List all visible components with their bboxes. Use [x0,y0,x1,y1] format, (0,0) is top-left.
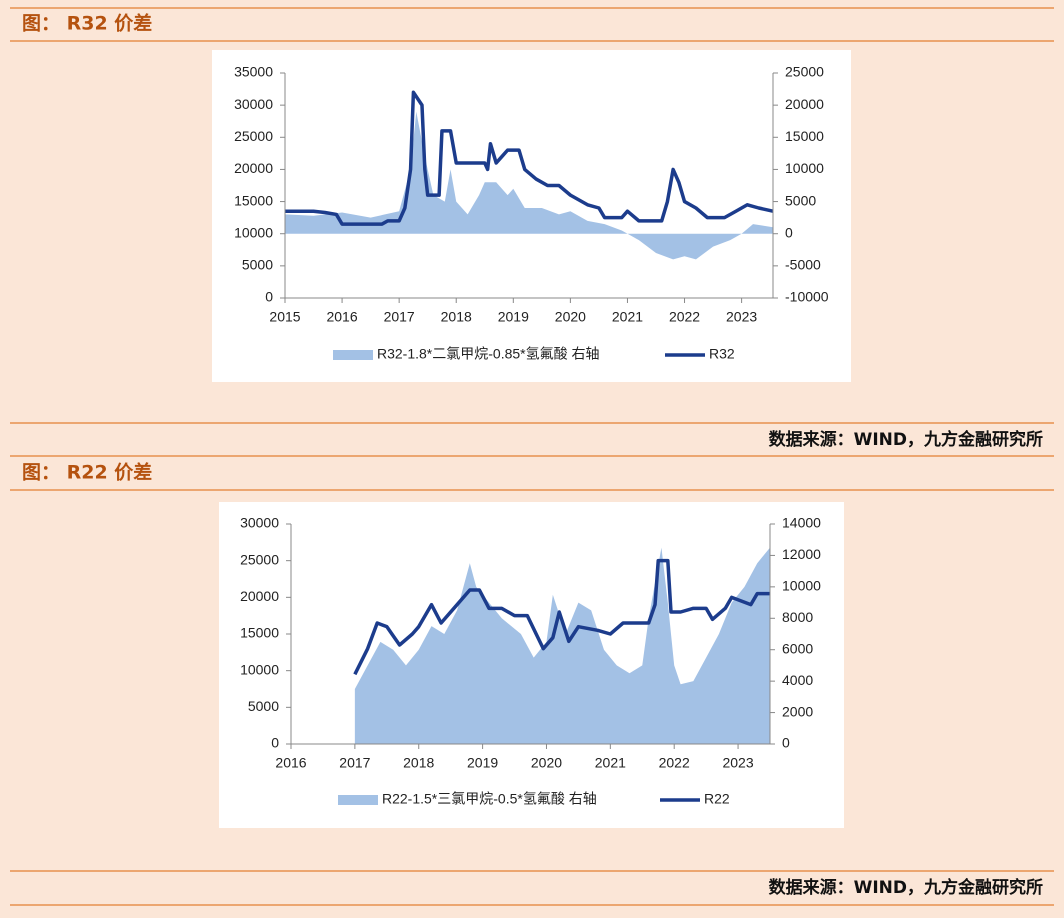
y-tick-label: 30000 [240,515,279,531]
x-tick-label: 2018 [441,309,472,325]
source: 数据来源：WIND，九方金融研究所 [769,877,1043,898]
legend-label: R32 [709,346,735,362]
y-tick-label: 5000 [242,257,273,273]
figure-caption: 图： R22 价差 [22,461,152,484]
y2-tick-label: -5000 [785,257,821,273]
y2-tick-label: 0 [782,735,790,751]
y2-tick-label: 10000 [785,160,824,176]
y2-tick-label: 5000 [785,192,816,208]
x-tick-label: 2016 [275,755,306,771]
figure-caption: 图： R32 价差 [22,12,152,35]
legend-label: R22 [704,791,730,807]
y-tick-label: 35000 [234,64,273,80]
x-tick-label: 2017 [384,309,415,325]
y2-tick-label: 8000 [782,609,813,625]
y-tick-label: 5000 [248,698,279,714]
legend-swatch [333,350,373,360]
x-tick-label: 2021 [612,309,643,325]
y2-tick-label: -10000 [785,289,829,305]
area [285,111,773,260]
legend-label: R22-1.5*三氯甲烷-0.5*氢氟酸 右轴 [382,791,597,807]
y-tick-label: 30000 [234,96,273,112]
y-tick-label: 15000 [234,192,273,208]
legend-label: R32-1.8*二氯甲烷-0.85*氢氟酸 右轴 [377,346,600,362]
x-tick-label: 2022 [669,309,700,325]
x-tick-label: 2018 [403,755,434,771]
y2-tick-label: 4000 [782,672,813,688]
line [353,558,770,676]
x-tick-label: 2023 [722,755,753,771]
y2-tick-label: 6000 [782,640,813,656]
x-tick-label: 2023 [726,309,757,325]
x-tick-label: 2017 [339,755,370,771]
x-tick-label: 2019 [498,309,529,325]
x-tick-label: 2020 [555,309,586,325]
y2-tick-label: 25000 [785,64,824,80]
legend-swatch [338,795,378,805]
y-tick-label: 10000 [234,224,273,240]
y-tick-label: 10000 [240,661,279,677]
y-tick-label: 20000 [240,588,279,604]
y-tick-label: 0 [265,289,273,305]
y2-tick-label: 12000 [782,546,821,562]
x-tick-label: 2020 [531,755,562,771]
y-tick-label: 20000 [234,160,273,176]
y-tick-label: 0 [271,735,279,751]
y-tick-label: 25000 [240,551,279,567]
y-tick-label: 25000 [234,128,273,144]
x-tick-label: 2016 [326,309,357,325]
y2-tick-label: 15000 [785,128,824,144]
y2-tick-label: 20000 [785,96,824,112]
x-tick-label: 2019 [467,755,498,771]
y-tick-label: 15000 [240,625,279,641]
x-tick-label: 2021 [595,755,626,771]
x-tick-label: 2022 [659,755,690,771]
x-tick-label: 2015 [269,309,300,325]
line [285,90,774,226]
source: 数据来源：WIND，九方金融研究所 [769,429,1043,450]
area [354,547,770,744]
y2-tick-label: 10000 [782,578,821,594]
y2-tick-label: 14000 [782,515,821,531]
y2-tick-label: 2000 [782,703,813,719]
y2-tick-label: 0 [785,224,793,240]
